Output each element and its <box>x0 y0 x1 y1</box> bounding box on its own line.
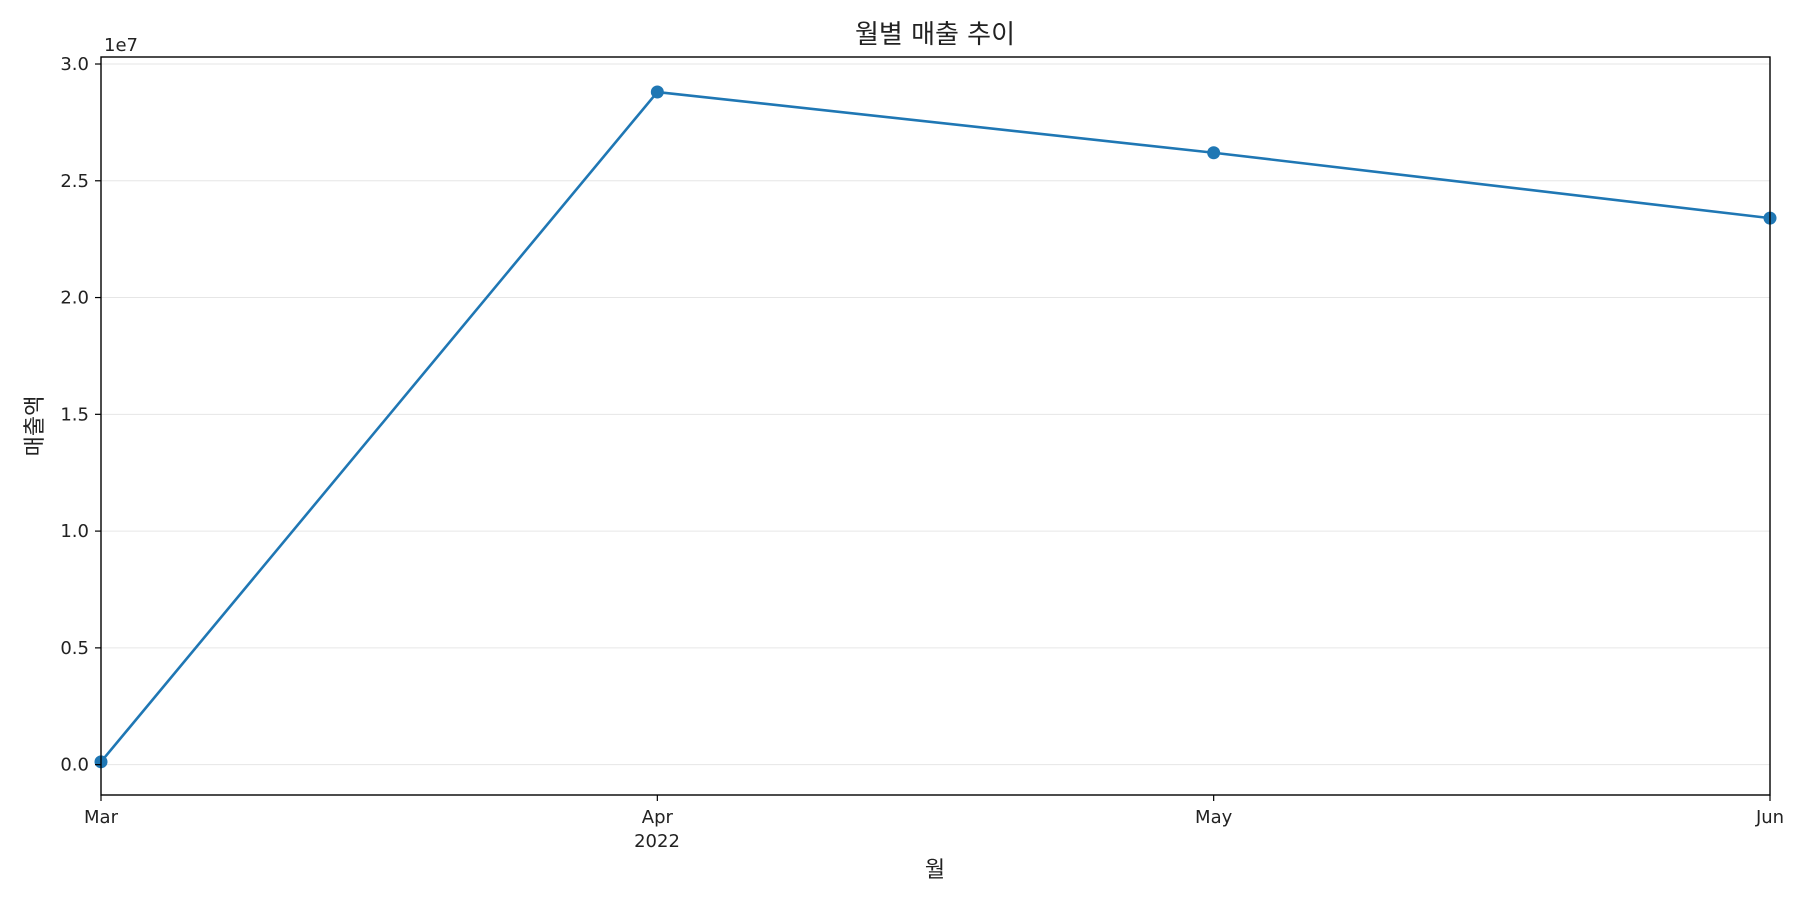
y-tick-label: 1.5 <box>60 404 89 425</box>
x-tick-label: May <box>1195 807 1233 828</box>
y-tick-label: 2.5 <box>60 171 89 192</box>
y-axis-label: 매출액 <box>23 396 48 457</box>
y-tick-label: 1.0 <box>60 521 89 542</box>
series-layer <box>94 85 1777 769</box>
y-tick-label: 3.0 <box>60 54 89 75</box>
series-line <box>99 90 1771 763</box>
y-tick-label: 2.0 <box>60 288 89 309</box>
plot-frame <box>100 56 1771 796</box>
x-axis-ticks: Mar Apr May Jun <box>84 795 1784 828</box>
x-axis-year-label: 2022 <box>634 831 680 852</box>
x-axis-label: 월 <box>925 858 945 883</box>
data-point <box>650 85 664 99</box>
y-axis-offset-label: 1e7 <box>104 35 138 56</box>
x-tick-label: Jun <box>1755 807 1784 828</box>
x-tick-label: Mar <box>84 807 119 828</box>
x-tick-label: Apr <box>642 807 674 828</box>
y-tick-label: 0.0 <box>60 755 89 776</box>
y-axis-ticks: 0.0 0.5 1.0 1.5 2.0 2.5 3.0 <box>60 54 101 776</box>
chart-title: 월별 매출 추이 <box>855 20 1015 50</box>
grid-lines <box>101 63 1770 766</box>
data-point <box>1207 146 1221 160</box>
y-tick-label: 0.5 <box>60 638 89 659</box>
